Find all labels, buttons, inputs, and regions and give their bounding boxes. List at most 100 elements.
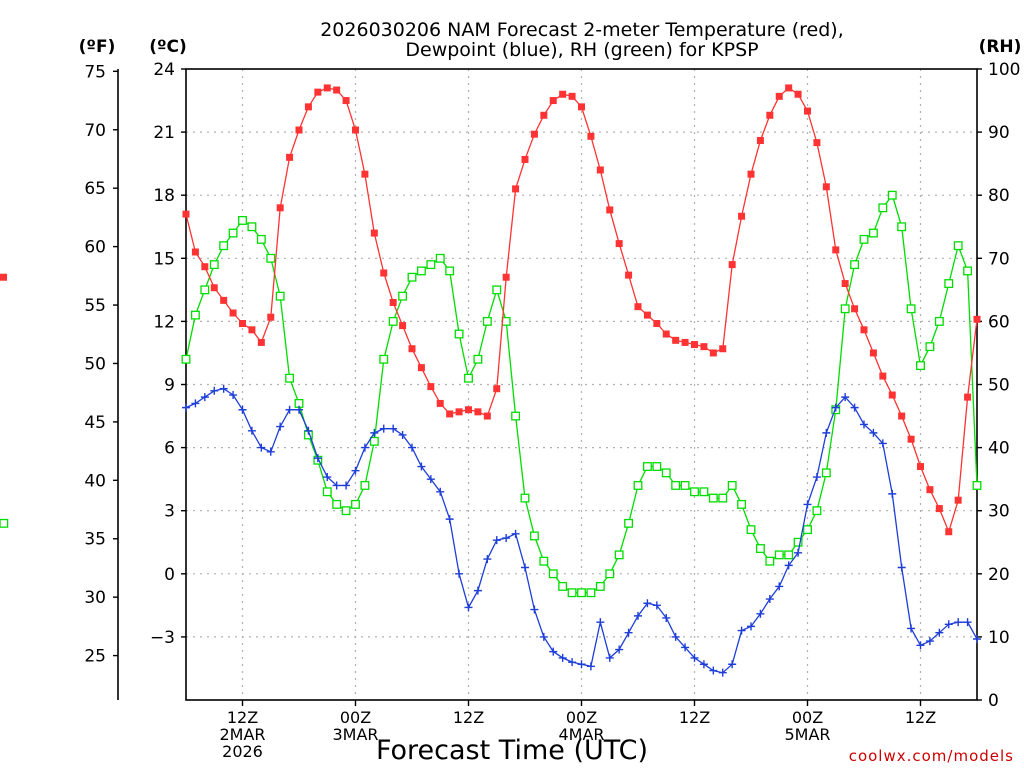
dewpoint-point <box>398 430 407 439</box>
rh-point <box>247 222 257 232</box>
celsius-axis: 24 21 18 15 12 9 6 3 0 −3 <box>150 60 186 648</box>
dewpoint-point <box>869 428 878 437</box>
temperature-point <box>286 153 294 161</box>
temperature-point <box>738 212 746 220</box>
rh-tick-label: 60 <box>988 312 1010 332</box>
dewpoint-point <box>681 643 690 652</box>
temperature-point <box>540 111 548 119</box>
dewpoint-point <box>238 405 247 414</box>
dewpoint-point <box>502 534 511 543</box>
rh-point <box>812 506 822 516</box>
dewpoint-point <box>455 569 464 578</box>
rh-point <box>680 481 690 490</box>
dewpoint-point <box>436 487 445 496</box>
rh-point <box>426 260 436 270</box>
dewpoint-point <box>266 447 275 456</box>
dewpoint-point <box>379 424 388 433</box>
dewpoint-point <box>728 660 737 669</box>
rh-point <box>850 260 860 270</box>
dewpoint-point <box>360 443 369 452</box>
temperature-point <box>267 313 275 321</box>
rh-point <box>360 481 370 490</box>
dewpoint-point <box>219 384 228 393</box>
dewpoint-point <box>605 653 614 662</box>
dewpoint-point <box>257 443 266 452</box>
time-tick-label: 00Z <box>566 708 597 727</box>
rh-point <box>238 215 247 225</box>
temperature-point <box>869 349 877 357</box>
temperature-point <box>201 263 209 271</box>
celsius-tick-label: 3 <box>164 502 175 522</box>
rh-point <box>332 499 342 509</box>
dewpoint-point <box>634 611 642 620</box>
dewpoint-point <box>643 599 652 608</box>
temperature-point <box>455 408 463 416</box>
temperature-point <box>917 463 924 471</box>
dewpoint-point <box>803 500 812 509</box>
celsius-tick-label: 24 <box>153 60 175 80</box>
rh-tick-label: 40 <box>988 439 1010 459</box>
temperature-point <box>954 496 962 504</box>
dewpoint-point <box>473 586 482 595</box>
rh-point <box>633 481 643 490</box>
celsius-tick-label: 18 <box>153 186 175 206</box>
rh-tick-label: 50 <box>988 376 1010 396</box>
rh-point <box>699 487 709 497</box>
rh-point <box>464 373 473 383</box>
temperature-point <box>239 320 246 328</box>
dewpoint-point <box>831 403 840 412</box>
dewpoint-point <box>963 618 972 627</box>
temperature-point <box>813 139 821 147</box>
rh-point <box>445 266 455 276</box>
dewpoint-point <box>916 641 925 650</box>
dewpoint-point <box>888 489 897 498</box>
dewpoint-point <box>511 529 520 538</box>
fahrenheit-tick-label: 65 <box>84 179 106 199</box>
rh-point <box>765 556 775 566</box>
rh-tick-label: 10 <box>988 628 1010 648</box>
temperature-point <box>681 338 689 346</box>
rh-point <box>605 569 615 579</box>
rh-point <box>351 499 360 509</box>
rh-point <box>953 241 963 251</box>
fahrenheit-tick-label: 45 <box>84 413 106 433</box>
rh-point <box>200 285 210 295</box>
time-tick-label: 12Z <box>453 708 484 727</box>
temperature-point <box>568 92 576 100</box>
rh-tick-label: 30 <box>988 502 1010 522</box>
rh-point <box>520 493 530 503</box>
dewpoint-point <box>822 428 831 437</box>
dewpoint-point <box>615 645 624 654</box>
rh-tick-label: 70 <box>988 249 1010 269</box>
time-tick-label: 12Z <box>227 708 258 727</box>
temperature-point <box>210 284 218 292</box>
temperature-point <box>794 90 802 98</box>
rh-point <box>407 272 417 282</box>
rh-point <box>228 228 238 238</box>
dewpoint-point <box>210 386 219 395</box>
rh-point <box>539 556 549 566</box>
rh-point <box>803 525 812 535</box>
dewpoint-point <box>492 536 501 545</box>
temperature-point <box>841 280 849 288</box>
dewpoint-point <box>671 632 680 641</box>
dewpoint-point <box>878 439 887 448</box>
dewpoint-point <box>408 443 416 452</box>
dewpoint-point <box>276 422 285 431</box>
fahrenheit-tick-label: 50 <box>84 354 106 374</box>
rh-tick-label: 0 <box>988 691 999 711</box>
dewpoint-point <box>747 622 755 631</box>
rh-point <box>558 581 568 591</box>
temperature-point <box>804 107 811 115</box>
rh-point <box>821 468 831 478</box>
rh-point <box>718 493 728 503</box>
rh-point <box>755 544 765 554</box>
fahrenheit-unit-label: (ºF) <box>79 37 116 57</box>
temperature-point <box>502 273 510 281</box>
rh-point <box>887 190 897 200</box>
time-tick-label: 2MAR <box>219 725 265 744</box>
rh-point <box>972 481 982 490</box>
temperature-point <box>182 210 190 218</box>
rh-point <box>868 228 878 238</box>
